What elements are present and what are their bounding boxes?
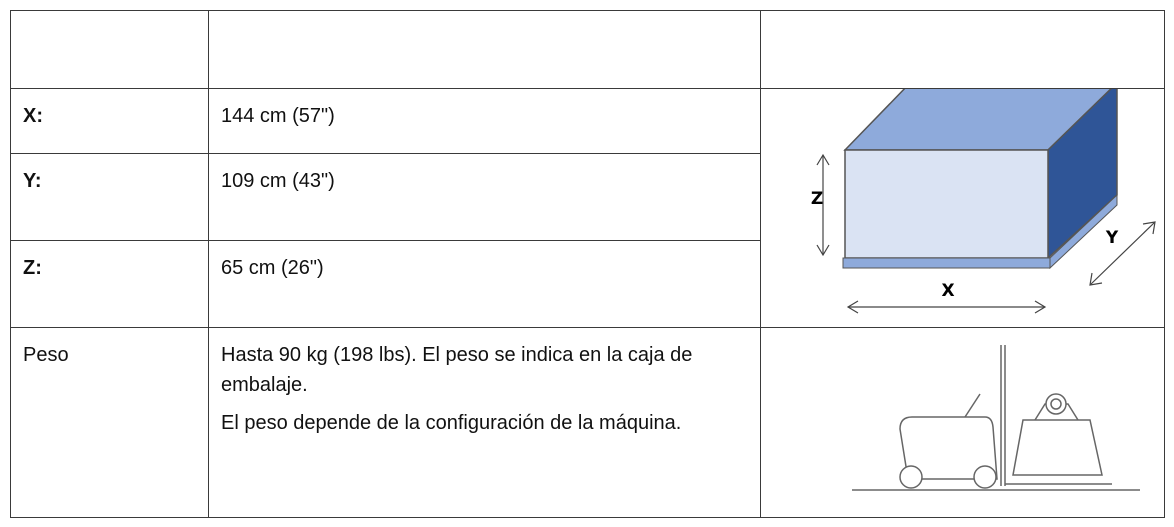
paragraph: El peso depende de la configuración de l… xyxy=(221,412,682,434)
paragraph: Hasta 90 kg (198 lbs). El peso se indica… xyxy=(221,344,693,396)
row: Z: 65 cm (26") xyxy=(10,240,1165,328)
row-label: Y: xyxy=(10,153,209,241)
box-diagram: Z X Y xyxy=(811,89,1156,314)
header-row xyxy=(10,10,1165,89)
row-label: Z: xyxy=(10,240,209,328)
row: Peso Hasta 90 kg (198 lbs). El peso se i… xyxy=(10,327,1165,518)
row-value: 109 cm (43") xyxy=(208,153,761,241)
forklift-cell xyxy=(760,327,1165,518)
row: Y: 109 cm (43") xyxy=(10,153,1165,241)
row-value: 65 cm (26") xyxy=(208,240,761,328)
row-value: Hasta 90 kg (198 lbs). El peso se indica… xyxy=(208,327,761,518)
forklift-icon xyxy=(852,345,1140,491)
row-value: 144 cm (57") xyxy=(208,88,761,154)
y-label: Y xyxy=(1105,228,1119,248)
spec-table: X: 144 cm (57") Z X Y Y: 109 cm (43") xyxy=(10,10,1165,518)
row-label: Peso xyxy=(10,327,209,518)
row: X: 144 cm (57") Z X Y xyxy=(10,88,1165,328)
row-label: X: xyxy=(10,88,209,154)
z-label: Z xyxy=(811,189,823,209)
box-cell: Z X Y xyxy=(760,88,1165,328)
x-label: X xyxy=(941,281,954,301)
